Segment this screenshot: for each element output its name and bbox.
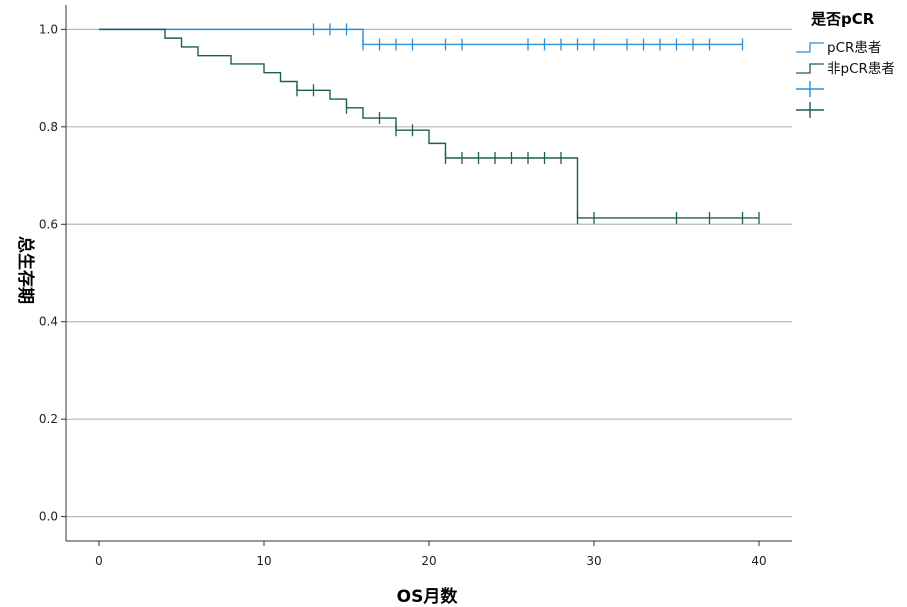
- legend-label: pCR患者: [827, 40, 881, 56]
- y-tick-label: 1.0: [39, 22, 58, 36]
- series-1: [99, 28, 760, 224]
- series-0: [99, 23, 744, 51]
- legend-swatch-line: [796, 42, 824, 53]
- x-tick-label: 30: [586, 554, 601, 568]
- x-tick-label: 10: [256, 554, 271, 568]
- legend-title: 是否pCR: [810, 10, 875, 28]
- y-tick-label: 0.6: [39, 217, 58, 231]
- x-axis-title: OS月数: [397, 586, 459, 607]
- gridlines: [66, 28, 792, 518]
- y-tick-label: 0.0: [39, 510, 58, 524]
- y-tick-label: 0.2: [39, 412, 58, 426]
- x-tick-label: 40: [751, 554, 766, 568]
- y-axis-ticks: 0.0 0.2 0.4 0.6 0.8 1.0: [39, 22, 66, 524]
- survival-curve-1: [99, 28, 759, 219]
- axes: [65, 5, 792, 542]
- x-tick-label: 20: [421, 554, 436, 568]
- legend-swatch-line: [796, 63, 824, 74]
- survival-curve-0: [99, 28, 743, 46]
- series-group: [99, 23, 760, 224]
- legend-label: 非pCR患者: [827, 61, 895, 77]
- y-axis-title: 总生存期: [15, 236, 36, 304]
- y-tick-label: 0.4: [39, 315, 58, 329]
- x-tick-label: 0: [95, 554, 103, 568]
- y-tick-label: 0.8: [39, 120, 58, 134]
- x-axis-ticks: 0 10 20 30 40: [95, 541, 767, 568]
